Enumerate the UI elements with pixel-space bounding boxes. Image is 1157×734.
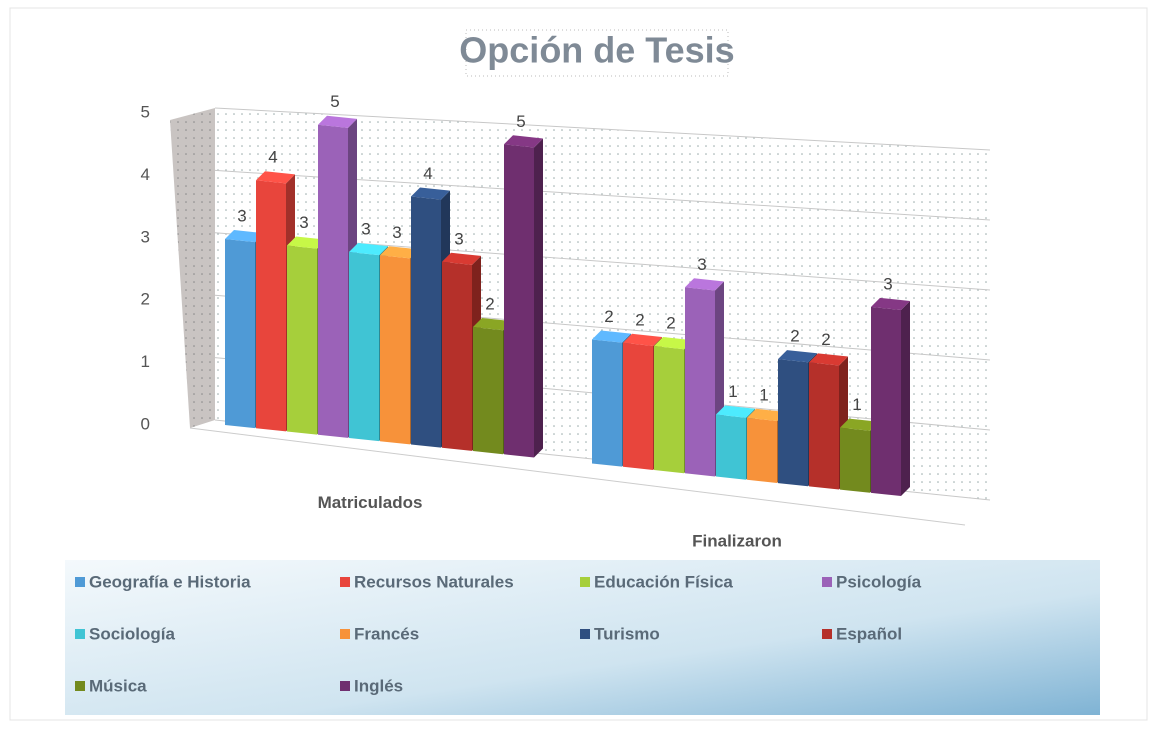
bar-top: [442, 252, 481, 265]
bar: [256, 180, 286, 432]
data-label: 3: [237, 206, 246, 225]
frame: [9, 7, 1148, 721]
data-label: 1: [759, 385, 768, 404]
legend-label: Turismo: [594, 624, 660, 643]
legend-swatch: [340, 577, 350, 587]
legend-label: Música: [89, 676, 147, 695]
bar: [654, 346, 684, 474]
legend-swatch: [340, 629, 350, 639]
bar: [442, 261, 472, 451]
y-tick-label: 3: [141, 227, 150, 246]
y-tick-label: 4: [141, 165, 150, 184]
bar: [380, 255, 410, 445]
data-label: 4: [423, 164, 432, 183]
bar-top: [871, 297, 910, 310]
legend-swatch: [580, 629, 590, 639]
bar-top: [685, 278, 724, 291]
legend-label: Inglés: [354, 676, 403, 695]
legend-label: Geografía e Historia: [89, 572, 251, 591]
legend-swatch: [580, 577, 590, 587]
bar-top: [256, 171, 295, 184]
y-tick-label: 1: [141, 352, 150, 371]
legend-swatch: [75, 681, 85, 691]
legend-swatch: [340, 681, 350, 691]
bar: [592, 339, 622, 467]
legend-label: Sociología: [89, 624, 176, 643]
bar-top: [623, 333, 662, 346]
x-tick-label: Matriculados: [318, 493, 423, 512]
bar-side: [534, 138, 543, 458]
side-wall: [170, 108, 215, 428]
bar: [318, 124, 348, 438]
grid-line: [214, 107, 991, 151]
data-label: 2: [604, 307, 613, 326]
bar: [716, 414, 746, 480]
bar-top: [504, 135, 543, 148]
data-label: 4: [268, 148, 277, 167]
legend-label: Psicología: [836, 572, 922, 591]
data-label: 3: [299, 213, 308, 232]
bar-top: [380, 246, 419, 259]
bar-top: [809, 353, 848, 366]
bar: [287, 245, 317, 435]
bar-side: [901, 300, 910, 496]
data-label: 3: [454, 229, 463, 248]
bar-top: [411, 187, 450, 200]
bar-top: [716, 405, 755, 418]
legend-label: Recursos Naturales: [354, 572, 514, 591]
data-label: 3: [883, 274, 892, 293]
bar-top: [840, 418, 879, 431]
bar: [778, 359, 808, 487]
bar: [349, 252, 379, 442]
data-label: 1: [728, 382, 737, 401]
bar: [623, 342, 653, 470]
data-label: 5: [516, 112, 525, 131]
bar: [840, 427, 870, 493]
data-label: 2: [790, 327, 799, 346]
data-label: 1: [852, 395, 861, 414]
bar: [504, 144, 534, 458]
x-tick-label: Finalizaron: [692, 531, 782, 550]
data-label: 5: [330, 92, 339, 111]
data-label: 2: [485, 295, 494, 314]
data-label: 2: [635, 310, 644, 329]
bar-top: [654, 337, 693, 350]
legend-swatch: [822, 629, 832, 639]
legend-swatch: [75, 629, 85, 639]
bar: [747, 417, 777, 483]
y-tick-label: 2: [141, 290, 150, 309]
data-label: 2: [666, 314, 675, 333]
bar: [473, 327, 503, 455]
bar-top: [287, 236, 326, 249]
y-tick-label: 5: [141, 102, 150, 121]
floor-line: [189, 427, 966, 526]
legend-label: Educación Física: [594, 572, 733, 591]
bar: [871, 306, 901, 496]
title-box: [465, 29, 729, 77]
bar: [225, 239, 255, 429]
bar: [685, 287, 715, 477]
data-label: 3: [392, 223, 401, 242]
data-label: 3: [697, 255, 706, 274]
bar-top: [747, 408, 786, 421]
bar-top: [349, 243, 388, 256]
y-tick-label: 0: [141, 414, 150, 433]
bar: [809, 362, 839, 490]
legend-swatch: [75, 577, 85, 587]
bar-top: [592, 330, 631, 343]
chart-title: Opción de Tesis: [459, 30, 734, 71]
data-label: 2: [821, 330, 830, 349]
legend-label: Español: [836, 624, 902, 643]
bar-top: [318, 115, 357, 128]
bar-top: [778, 350, 817, 363]
legend-label: Francés: [354, 624, 419, 643]
bar-top: [473, 318, 512, 331]
bar-top: [225, 230, 264, 243]
bar: [411, 196, 441, 448]
legend-swatch: [822, 577, 832, 587]
data-label: 3: [361, 220, 370, 239]
